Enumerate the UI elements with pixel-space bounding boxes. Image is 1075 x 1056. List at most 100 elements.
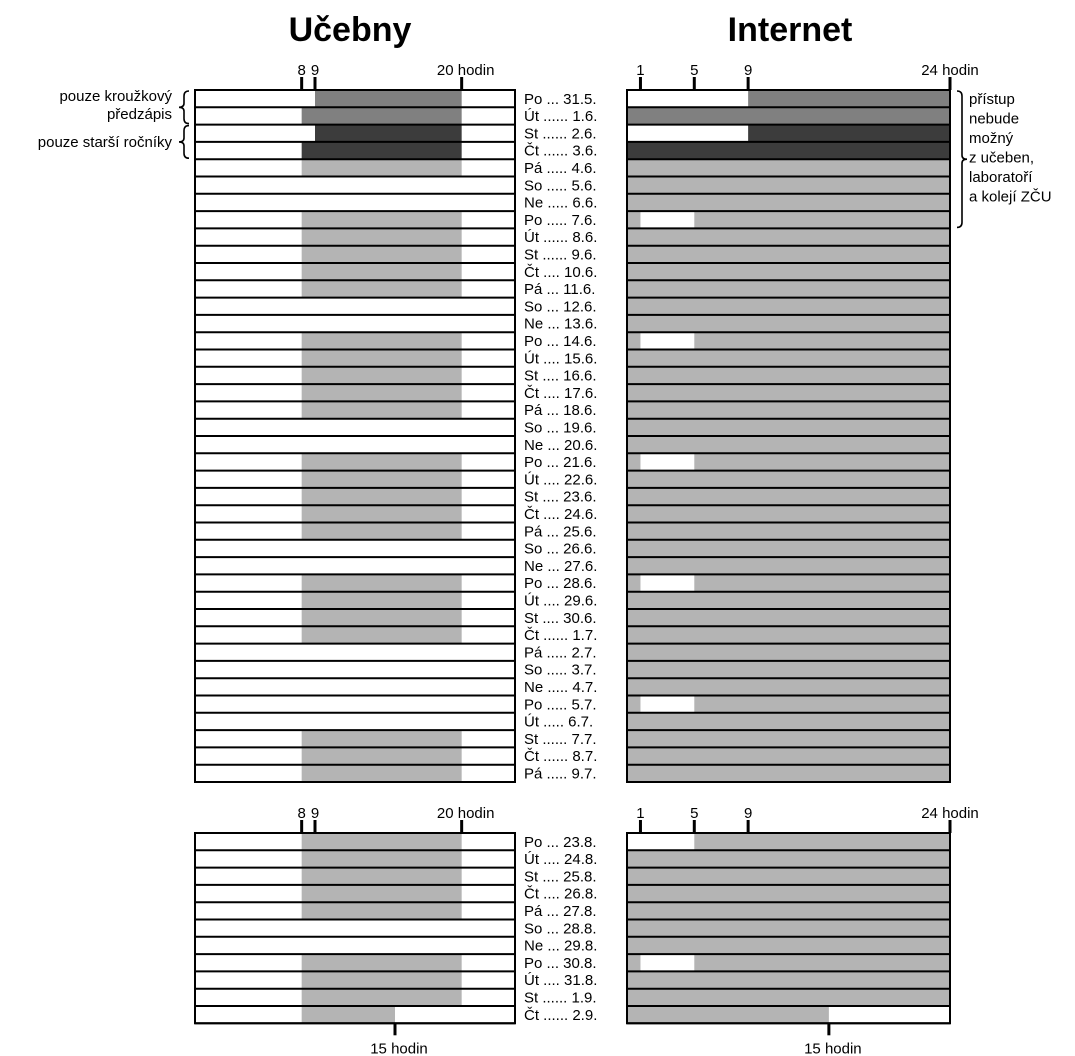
ucebny-panel-frame <box>194 832 516 1025</box>
internet-bar <box>627 436 950 454</box>
internet-panel-frame <box>626 89 951 783</box>
ucebny-bar <box>301 902 462 920</box>
day-label: Út .... 31.8. <box>524 972 597 989</box>
ucebny-bar <box>301 228 462 246</box>
day-label: Pá ... 25.6. <box>524 523 597 540</box>
ucebny-row-bg <box>195 176 515 194</box>
day-label: Po ... 23.8. <box>524 834 597 851</box>
annotation-left-text: pouze kroužkový <box>59 88 172 105</box>
day-label: Út .... 15.6. <box>524 350 597 367</box>
internet-bar <box>627 867 950 885</box>
day-label: So ... 19.6. <box>524 420 597 437</box>
ucebny-bar <box>301 833 462 851</box>
annotation-right-text: laboratoří <box>969 169 1033 186</box>
internet-bar <box>627 314 950 333</box>
annotation-right-text: nebude <box>969 111 1019 128</box>
ucebny-bar <box>301 884 462 903</box>
title-internet: Internet <box>728 11 853 49</box>
ucebny-bottom-tick-label: 15 hodin <box>370 1040 428 1056</box>
internet-bar <box>627 902 950 920</box>
day-label: St ...... 2.6. <box>524 125 597 142</box>
ucebny-bar <box>301 591 462 609</box>
day-label: Po ... 31.5. <box>524 91 597 108</box>
day-label: St ...... 1.9. <box>524 990 597 1007</box>
ucebny-row-bg <box>195 314 515 333</box>
internet-bar <box>627 695 641 713</box>
day-label: Pá ..... 2.7. <box>524 644 597 661</box>
ucebny-bar <box>301 609 462 627</box>
internet-tick-label: 24 hodin <box>921 805 979 822</box>
internet-bar <box>627 470 950 488</box>
day-label: So ..... 5.6. <box>524 177 597 194</box>
day-label: Po ..... 7.6. <box>524 212 597 229</box>
ucebny-row-bg <box>195 193 515 212</box>
internet-bar <box>627 107 950 125</box>
internet-bar <box>694 833 950 851</box>
internet-bar <box>627 936 950 955</box>
ucebny-tick-label: 8 <box>297 62 305 79</box>
internet-panel-frame <box>626 832 951 1025</box>
day-label: Po ... 21.6. <box>524 454 597 471</box>
day-label: So ... 26.6. <box>524 541 597 558</box>
internet-bar <box>627 366 950 385</box>
ucebny-bar <box>301 470 462 488</box>
internet-bar <box>627 211 641 229</box>
ucebny-row-bg <box>195 539 515 558</box>
annotation-brace-left <box>178 90 190 125</box>
internet-bar <box>627 263 950 281</box>
ucebny-row-bg <box>195 712 515 731</box>
day-label: So ..... 3.7. <box>524 662 597 679</box>
day-label: Pá ..... 9.7. <box>524 766 597 783</box>
ucebny-bar <box>301 574 462 592</box>
ucebny-tick-label: 9 <box>311 62 319 79</box>
ucebny-bar <box>301 263 462 281</box>
internet-tick-label: 24 hodin <box>921 62 979 79</box>
internet-bar <box>627 384 950 402</box>
internet-bar <box>627 505 950 523</box>
internet-bar <box>748 124 950 142</box>
ucebny-bar <box>301 988 462 1006</box>
ucebny-bar <box>301 730 462 748</box>
ucebny-row-bg <box>195 418 515 436</box>
ucebny-panel-frame <box>194 89 516 783</box>
ucebny-bar <box>315 124 462 142</box>
day-label: Čt ...... 3.6. <box>524 143 597 160</box>
day-label: Pá ... 27.8. <box>524 903 597 920</box>
internet-bottom-tick-label: 15 hodin <box>804 1040 862 1056</box>
internet-bar <box>694 954 950 972</box>
internet-tick-label: 9 <box>744 805 752 822</box>
day-label: Po ..... 5.7. <box>524 696 597 713</box>
ucebny-bar <box>301 971 462 989</box>
internet-bar <box>627 228 950 246</box>
internet-bar <box>627 297 950 315</box>
day-label: St .... 16.6. <box>524 368 597 385</box>
internet-bar <box>627 487 950 506</box>
day-label: So ... 28.8. <box>524 920 597 937</box>
internet-bar <box>627 245 950 263</box>
ucebny-bar <box>301 245 462 263</box>
internet-bar <box>627 418 950 436</box>
annotation-right-text: možný <box>969 130 1014 147</box>
day-label: Út .... 24.8. <box>524 851 597 868</box>
ucebny-bar <box>301 211 462 229</box>
day-label: Pá ... 11.6. <box>524 281 595 298</box>
day-label: Čt ...... 8.7. <box>524 748 597 765</box>
internet-bar <box>627 401 950 419</box>
ucebny-bar <box>301 107 462 125</box>
day-label: Čt .... 10.6. <box>524 264 597 281</box>
ucebny-row-bg <box>195 557 515 575</box>
ucebny-bar <box>301 522 462 540</box>
day-label: Čt .... 26.8. <box>524 886 597 903</box>
day-label: Ne ..... 6.6. <box>524 195 597 212</box>
day-label: Čt .... 17.6. <box>524 385 597 402</box>
ucebny-bar <box>315 90 462 108</box>
internet-bar <box>627 141 950 160</box>
day-label: Po ... 28.6. <box>524 575 597 592</box>
internet-bar <box>748 90 950 108</box>
internet-bar <box>627 574 641 592</box>
ucebny-bar <box>301 401 462 419</box>
internet-tick-label: 9 <box>744 62 752 79</box>
ucebny-row-bg <box>195 436 515 454</box>
internet-bar <box>694 211 950 229</box>
